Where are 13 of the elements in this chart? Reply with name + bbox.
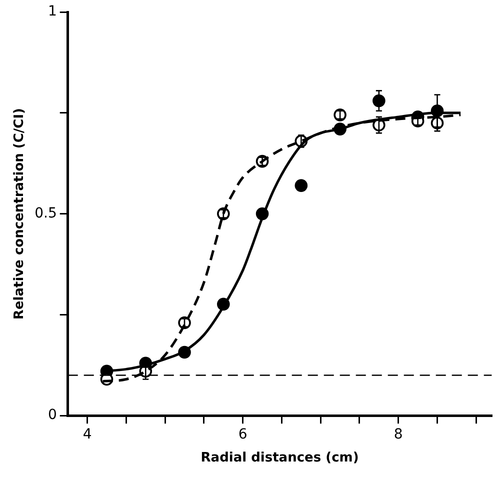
point [411,114,424,128]
point [334,108,346,122]
point [178,316,191,330]
point [294,179,308,192]
x-tick-label: 6 [238,426,248,443]
x-tick-label: 8 [394,426,403,443]
point [372,94,386,108]
y-tick-label: 0.5 [34,205,57,222]
x-axis-title: Radial distances (cm) [200,450,359,466]
y-tick-label: 1 [48,4,57,20]
x-tick-label: 4 [82,426,92,443]
y-tick-label: 0 [48,407,57,424]
y-axis-title: Relative concentration (C/CI) [12,108,28,320]
